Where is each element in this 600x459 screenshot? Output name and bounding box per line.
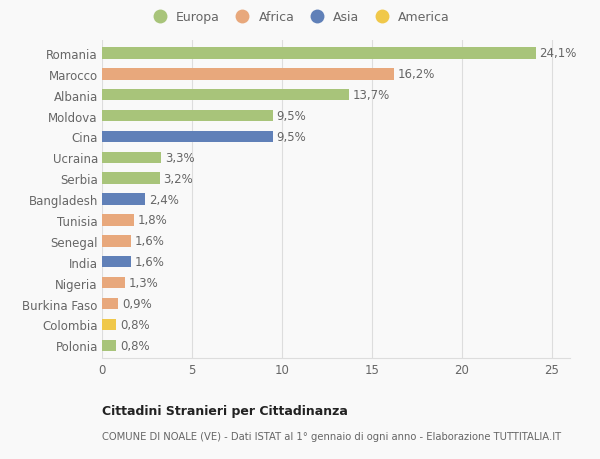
Legend: Europa, Africa, Asia, America: Europa, Africa, Asia, America (142, 6, 455, 29)
Text: 0,8%: 0,8% (120, 318, 149, 331)
Text: 1,3%: 1,3% (129, 276, 159, 290)
Bar (102, 69, 394, 80)
Text: 3,3%: 3,3% (165, 151, 194, 164)
Bar (102, 277, 125, 289)
Text: COMUNE DI NOALE (VE) - Dati ISTAT al 1° gennaio di ogni anno - Elaborazione TUTT: COMUNE DI NOALE (VE) - Dati ISTAT al 1° … (102, 431, 561, 442)
Text: 16,2%: 16,2% (397, 68, 434, 81)
Bar (102, 48, 536, 60)
Bar (102, 257, 131, 268)
Text: Cittadini Stranieri per Cittadinanza: Cittadini Stranieri per Cittadinanza (102, 404, 348, 417)
Text: 0,9%: 0,9% (122, 297, 152, 310)
Text: 9,5%: 9,5% (277, 110, 307, 123)
Bar (102, 90, 349, 101)
Bar (102, 111, 273, 122)
Text: 1,6%: 1,6% (134, 235, 164, 248)
Text: 9,5%: 9,5% (277, 131, 307, 144)
Bar (102, 152, 161, 164)
Bar (102, 215, 134, 226)
Text: 0,8%: 0,8% (120, 339, 149, 352)
Text: 13,7%: 13,7% (352, 89, 389, 102)
Text: 24,1%: 24,1% (539, 47, 577, 60)
Bar (102, 319, 116, 330)
Text: 1,6%: 1,6% (134, 256, 164, 269)
Bar (102, 173, 160, 185)
Bar (102, 194, 145, 205)
Bar (102, 131, 273, 143)
Text: 1,8%: 1,8% (138, 214, 168, 227)
Bar (102, 340, 116, 351)
Text: 3,2%: 3,2% (163, 172, 193, 185)
Text: 2,4%: 2,4% (149, 193, 179, 206)
Bar (102, 235, 131, 247)
Bar (102, 298, 118, 309)
